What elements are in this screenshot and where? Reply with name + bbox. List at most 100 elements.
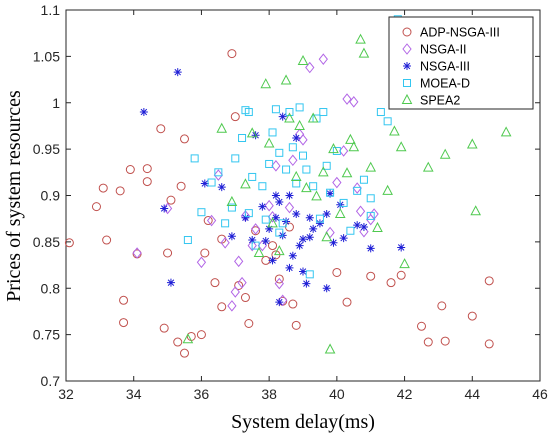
data-point bbox=[288, 251, 297, 260]
data-markers bbox=[64, 15, 512, 358]
data-point bbox=[467, 311, 477, 321]
data-point bbox=[261, 236, 270, 245]
data-point bbox=[275, 197, 284, 206]
data-point bbox=[244, 318, 254, 328]
data-point bbox=[395, 141, 407, 152]
data-point bbox=[297, 54, 309, 66]
data-point bbox=[173, 68, 182, 77]
data-point bbox=[288, 299, 298, 309]
data-point bbox=[334, 207, 346, 219]
data-point bbox=[237, 276, 247, 289]
data-point bbox=[355, 33, 366, 44]
data-point bbox=[274, 274, 284, 284]
data-point bbox=[142, 177, 152, 187]
data-point bbox=[440, 336, 450, 346]
data-point bbox=[302, 279, 311, 288]
data-point bbox=[258, 182, 267, 191]
data-point bbox=[302, 165, 311, 174]
data-point bbox=[484, 339, 494, 349]
data-point bbox=[234, 255, 244, 268]
data-point bbox=[341, 167, 353, 178]
data-point bbox=[98, 183, 108, 193]
data-point bbox=[339, 198, 348, 207]
data-point bbox=[288, 143, 297, 152]
y-tick-label: 1.05 bbox=[33, 48, 60, 64]
series-spea2 bbox=[182, 33, 512, 354]
data-point bbox=[190, 154, 199, 163]
data-point bbox=[309, 224, 318, 233]
data-point bbox=[317, 166, 329, 177]
data-point bbox=[200, 179, 209, 188]
data-point bbox=[267, 217, 278, 228]
data-point bbox=[125, 165, 135, 175]
data-point bbox=[292, 133, 301, 142]
legend-label: ADP-NSGA-III bbox=[420, 26, 500, 40]
data-point bbox=[244, 209, 253, 218]
data-point bbox=[115, 186, 125, 196]
data-point bbox=[285, 108, 294, 117]
data-point bbox=[282, 165, 291, 174]
y-tick-label: 1.1 bbox=[41, 2, 61, 18]
data-point bbox=[284, 201, 295, 214]
data-point bbox=[275, 148, 284, 157]
data-point bbox=[299, 235, 307, 244]
tick-labels: 32 34 36 38 40 42 44 46 0.7 0.75 0.8 0.85 0.9 0.95 1 1.… bbox=[33, 2, 548, 402]
data-point bbox=[322, 284, 331, 293]
data-point bbox=[366, 194, 375, 203]
data-point bbox=[342, 297, 352, 307]
data-point bbox=[437, 301, 447, 311]
data-point bbox=[278, 219, 287, 228]
y-tick-label: 0.8 bbox=[41, 280, 61, 296]
data-point bbox=[221, 219, 230, 228]
legend-label: MOEA-D bbox=[420, 77, 470, 91]
data-point bbox=[250, 223, 261, 235]
data-point bbox=[240, 293, 250, 303]
data-point bbox=[345, 133, 356, 144]
data-point bbox=[248, 172, 257, 181]
data-point bbox=[196, 330, 206, 340]
data-point bbox=[210, 278, 220, 288]
data-point bbox=[366, 271, 376, 281]
data-point bbox=[319, 108, 328, 117]
data-point bbox=[271, 160, 281, 172]
data-point bbox=[342, 93, 352, 105]
x-tick-label: 38 bbox=[261, 386, 277, 402]
legend: ADP-NSGA-III NSGA-II NSGA-III MOEA-D SPEA2 bbox=[388, 16, 534, 110]
data-point bbox=[292, 210, 301, 219]
data-point bbox=[386, 278, 396, 288]
y-tick-label: 1 bbox=[52, 95, 60, 111]
data-point bbox=[322, 161, 331, 170]
data-point bbox=[295, 241, 304, 250]
data-point bbox=[200, 248, 210, 258]
data-point bbox=[267, 211, 278, 223]
y-tick-label: 0.9 bbox=[41, 188, 61, 204]
data-point bbox=[268, 128, 277, 137]
data-point bbox=[162, 202, 173, 215]
data-point bbox=[309, 182, 318, 191]
x-axis-title: System delay(ms) bbox=[231, 411, 375, 433]
data-point bbox=[217, 302, 227, 312]
data-point bbox=[299, 267, 307, 276]
data-point bbox=[246, 127, 258, 138]
data-point bbox=[332, 267, 342, 277]
data-point bbox=[318, 53, 328, 65]
data-point bbox=[484, 276, 494, 286]
data-point bbox=[182, 333, 194, 344]
data-point bbox=[353, 221, 362, 230]
legend-marker bbox=[403, 79, 411, 87]
data-point bbox=[156, 124, 166, 134]
data-point bbox=[366, 211, 375, 220]
data-point bbox=[299, 151, 307, 160]
data-point bbox=[213, 169, 223, 181]
data-point bbox=[160, 204, 169, 213]
x-tick-label: 40 bbox=[329, 386, 345, 402]
data-point bbox=[423, 337, 433, 347]
data-point bbox=[180, 134, 189, 144]
data-point bbox=[366, 244, 375, 253]
data-point bbox=[247, 239, 257, 252]
data-point bbox=[346, 226, 355, 235]
data-point bbox=[326, 189, 335, 198]
data-point bbox=[285, 263, 294, 272]
axis-ticks bbox=[65, 9, 541, 382]
